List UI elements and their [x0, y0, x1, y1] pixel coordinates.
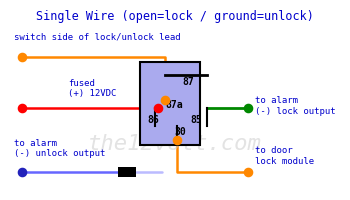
Text: to alarm: to alarm	[255, 96, 298, 105]
Point	[155, 106, 161, 110]
Text: 30: 30	[174, 127, 186, 137]
Text: lock module: lock module	[255, 157, 314, 166]
Text: fused: fused	[68, 79, 95, 88]
Text: 86: 86	[147, 115, 159, 125]
Point	[245, 170, 251, 174]
Point	[19, 106, 25, 110]
Text: switch side of lock/unlock lead: switch side of lock/unlock lead	[14, 33, 181, 42]
Text: to door: to door	[255, 146, 293, 155]
Text: (-) lock output: (-) lock output	[255, 107, 336, 116]
Bar	[140, 62, 200, 145]
Point	[245, 106, 251, 110]
Text: 87a: 87a	[165, 100, 183, 110]
Text: the12volt.com: the12volt.com	[88, 134, 262, 154]
Text: (+) 12VDC: (+) 12VDC	[68, 89, 116, 98]
Point	[174, 138, 180, 142]
Text: (-) unlock output: (-) unlock output	[14, 149, 105, 158]
Bar	[118, 167, 136, 177]
Point	[162, 98, 168, 102]
Text: 87: 87	[182, 77, 194, 87]
Text: to alarm: to alarm	[14, 139, 57, 148]
Text: Single Wire (open=lock / ground=unlock): Single Wire (open=lock / ground=unlock)	[36, 10, 314, 23]
Point	[19, 170, 25, 174]
Point	[19, 55, 25, 59]
Text: 85: 85	[190, 115, 202, 125]
